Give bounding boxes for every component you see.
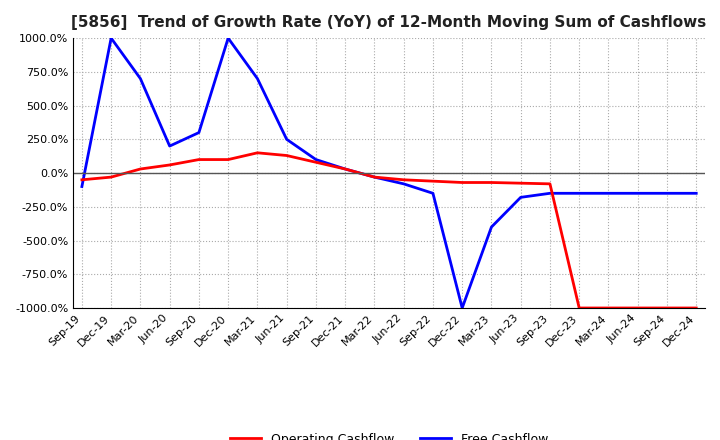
Free Cashflow bbox=[604, 191, 613, 196]
Operating Cashflow bbox=[400, 177, 408, 183]
Operating Cashflow bbox=[194, 157, 203, 162]
Free Cashflow bbox=[662, 191, 671, 196]
Free Cashflow bbox=[516, 195, 525, 200]
Operating Cashflow bbox=[692, 305, 701, 311]
Line: Operating Cashflow: Operating Cashflow bbox=[82, 153, 696, 308]
Operating Cashflow bbox=[458, 180, 467, 185]
Free Cashflow bbox=[400, 181, 408, 187]
Operating Cashflow bbox=[166, 162, 174, 168]
Free Cashflow bbox=[692, 191, 701, 196]
Operating Cashflow bbox=[224, 157, 233, 162]
Operating Cashflow bbox=[546, 181, 554, 187]
Operating Cashflow bbox=[370, 175, 379, 180]
Operating Cashflow bbox=[253, 150, 262, 155]
Free Cashflow bbox=[107, 36, 115, 41]
Operating Cashflow bbox=[312, 160, 320, 165]
Free Cashflow bbox=[634, 191, 642, 196]
Free Cashflow bbox=[341, 166, 349, 172]
Operating Cashflow bbox=[516, 180, 525, 186]
Free Cashflow bbox=[575, 191, 583, 196]
Operating Cashflow bbox=[136, 166, 145, 172]
Title: [5856]  Trend of Growth Rate (YoY) of 12-Month Moving Sum of Cashflows: [5856] Trend of Growth Rate (YoY) of 12-… bbox=[71, 15, 707, 30]
Free Cashflow bbox=[136, 76, 145, 81]
Operating Cashflow bbox=[107, 175, 115, 180]
Free Cashflow bbox=[458, 305, 467, 311]
Operating Cashflow bbox=[282, 153, 291, 158]
Operating Cashflow bbox=[78, 177, 86, 183]
Operating Cashflow bbox=[662, 305, 671, 311]
Free Cashflow bbox=[370, 175, 379, 180]
Free Cashflow bbox=[78, 184, 86, 189]
Operating Cashflow bbox=[428, 179, 437, 184]
Operating Cashflow bbox=[634, 305, 642, 311]
Operating Cashflow bbox=[487, 180, 496, 185]
Free Cashflow bbox=[282, 137, 291, 142]
Operating Cashflow bbox=[604, 305, 613, 311]
Free Cashflow bbox=[312, 157, 320, 162]
Free Cashflow bbox=[253, 76, 262, 81]
Free Cashflow bbox=[224, 36, 233, 41]
Free Cashflow bbox=[194, 130, 203, 135]
Free Cashflow bbox=[428, 191, 437, 196]
Free Cashflow bbox=[166, 143, 174, 149]
Operating Cashflow bbox=[341, 166, 349, 172]
Free Cashflow bbox=[487, 224, 496, 230]
Operating Cashflow bbox=[575, 305, 583, 311]
Free Cashflow bbox=[546, 191, 554, 196]
Line: Free Cashflow: Free Cashflow bbox=[82, 38, 696, 308]
Legend: Operating Cashflow, Free Cashflow: Operating Cashflow, Free Cashflow bbox=[225, 428, 553, 440]
